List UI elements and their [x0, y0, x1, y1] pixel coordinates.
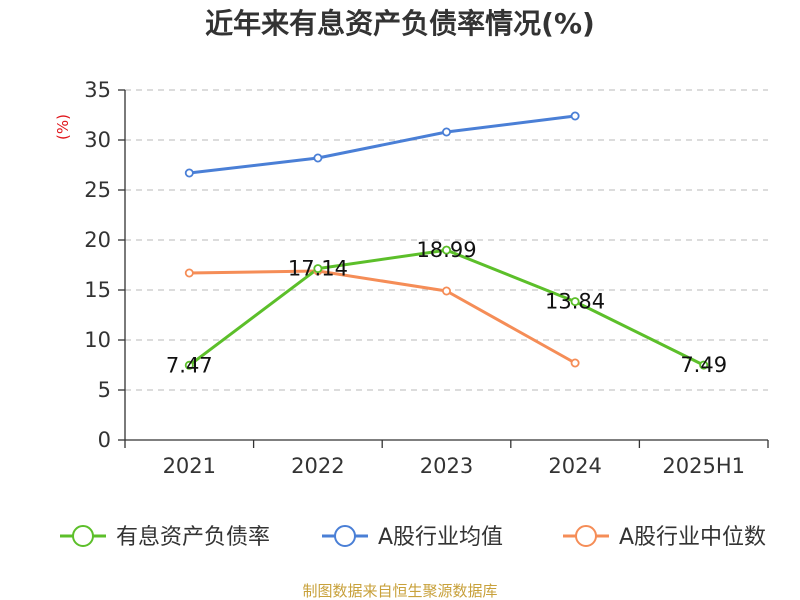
legend: 有息资产负债率 A股行业均值 A股行业中位数 — [60, 525, 766, 550]
y-tick-labels: 0 5 10 15 20 25 30 35 — [84, 78, 111, 452]
legend-marker — [334, 525, 356, 547]
x-tick-label: 2025H1 — [662, 454, 745, 478]
series-line — [189, 269, 576, 365]
legend-marker — [575, 525, 597, 547]
y-tick-label: 0 — [98, 428, 111, 452]
legend-label: A股行业均值 — [378, 525, 503, 550]
x-tick-label: 2024 — [548, 454, 601, 478]
y-tick-label: 35 — [84, 78, 111, 102]
y-tick-label: 25 — [84, 178, 111, 202]
data-label: 18.99 — [416, 238, 476, 262]
data-point — [441, 286, 451, 296]
data-label: 13.84 — [545, 290, 605, 314]
data-label: 17.14 — [288, 257, 348, 281]
legend-label: 有息资产负债率 — [116, 525, 270, 550]
chart-title: 近年来有息资产负债率情况(%) — [205, 7, 595, 40]
data-point — [441, 245, 451, 255]
data-point — [184, 268, 194, 278]
data-point — [184, 168, 194, 178]
x-tick-label: 2021 — [163, 454, 216, 478]
data-point — [313, 264, 323, 274]
x-tick-label: 2022 — [291, 454, 344, 478]
data-point — [184, 360, 194, 370]
series-line — [189, 114, 576, 175]
source-note: 制图数据来自恒生聚源数据库 — [302, 582, 497, 600]
data-label: 7.49 — [680, 353, 727, 377]
x-tick-labels: 2021 2022 2023 2024 2025H1 — [163, 454, 745, 478]
series-points — [184, 111, 709, 370]
data-labels: 7.47 17.14 18.99 13.84 7.49 — [166, 238, 727, 377]
data-point — [570, 111, 580, 121]
data-point — [570, 358, 580, 368]
data-label: 7.47 — [166, 353, 213, 377]
y-tick-label: 10 — [84, 328, 111, 352]
data-point — [313, 153, 323, 163]
data-point — [570, 297, 580, 307]
series-line — [188, 248, 705, 367]
data-point — [441, 127, 451, 137]
y-tick-label: 15 — [84, 278, 111, 302]
x-tick-label: 2023 — [420, 454, 473, 478]
data-point — [699, 360, 709, 370]
y-tick-label: 20 — [84, 228, 111, 252]
legend-marker — [72, 525, 94, 547]
y-tick-label: 30 — [84, 128, 111, 152]
y-tick-label: 5 — [98, 378, 111, 402]
y-axis-label: (%) — [54, 114, 72, 140]
legend-label: A股行业中位数 — [619, 525, 766, 550]
axes — [118, 89, 769, 448]
